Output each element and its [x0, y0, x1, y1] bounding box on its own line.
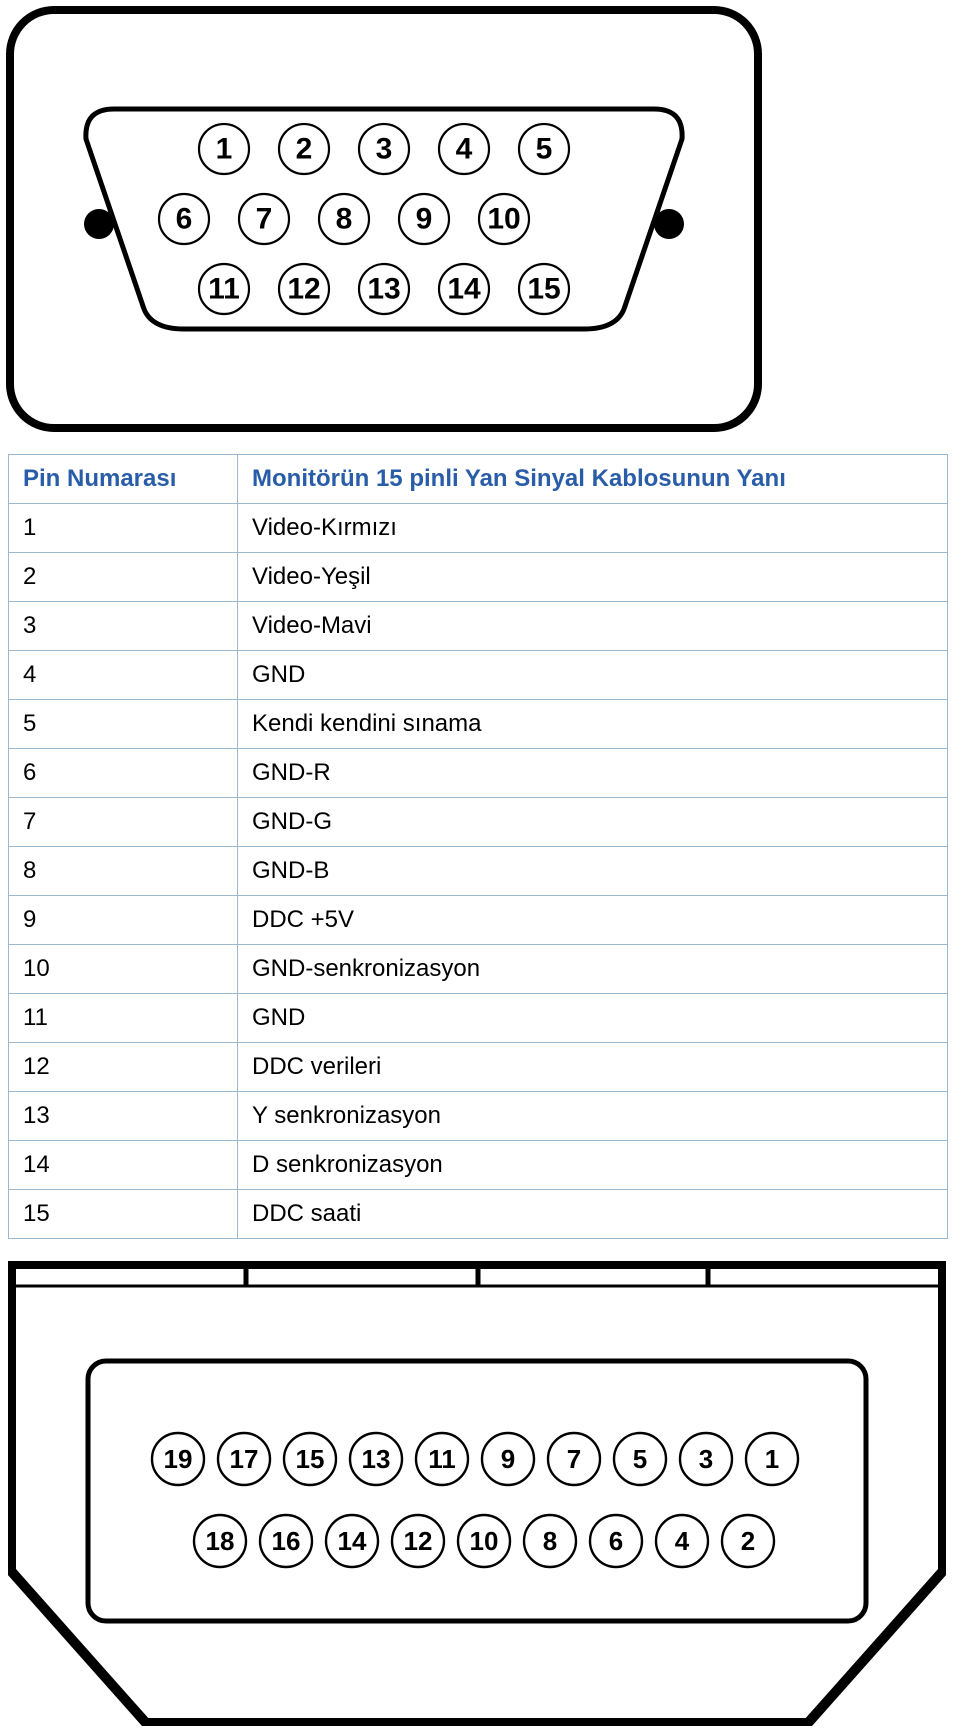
vga-pin-label-6: 6	[176, 203, 193, 236]
vga-pin-label-7: 7	[256, 203, 273, 236]
pin-desc-cell: D senkronizasyon	[238, 1141, 948, 1190]
hdmi-pin-label-5: 5	[633, 1444, 647, 1474]
table-row: 11GND	[9, 994, 948, 1043]
pin-number-cell: 4	[9, 651, 238, 700]
hdmi-pin-label-1: 1	[765, 1444, 779, 1474]
vga-connector-diagram: 123456789101112131415	[6, 6, 762, 432]
pin-desc-cell: GND-senkronizasyon	[238, 945, 948, 994]
pin-desc-cell: Y senkronizasyon	[238, 1092, 948, 1141]
table-row: 5Kendi kendini sınama	[9, 700, 948, 749]
pin-number-cell: 15	[9, 1190, 238, 1239]
pin-desc-cell: GND-G	[238, 798, 948, 847]
vga-pin-label-10: 10	[487, 203, 520, 236]
vga-pin-label-4: 4	[456, 133, 473, 166]
hdmi-pin-label-4: 4	[675, 1526, 690, 1556]
hdmi-pin-label-17: 17	[230, 1444, 259, 1474]
hdmi-pin-label-8: 8	[543, 1526, 557, 1556]
table-row: 9DDC +5V	[9, 896, 948, 945]
table-row: 15DDC saati	[9, 1190, 948, 1239]
vga-pin-label-1: 1	[216, 133, 233, 166]
table-header-pin-number: Pin Numarası	[9, 455, 238, 504]
hdmi-pin-label-16: 16	[272, 1526, 301, 1556]
pin-number-cell: 10	[9, 945, 238, 994]
pin-desc-cell: GND-R	[238, 749, 948, 798]
pin-number-cell: 2	[9, 553, 238, 602]
pin-desc-cell: DDC +5V	[238, 896, 948, 945]
vga-pin-label-8: 8	[336, 203, 353, 236]
pin-number-cell: 9	[9, 896, 238, 945]
hdmi-pin-label-9: 9	[501, 1444, 515, 1474]
table-row: 1Video-Kırmızı	[9, 504, 948, 553]
vga-screw-right	[654, 209, 684, 239]
vga-pin-label-12: 12	[287, 273, 320, 306]
pin-number-cell: 6	[9, 749, 238, 798]
vga-pin-label-14: 14	[447, 273, 481, 306]
pin-assignment-table: Pin Numarası Monitörün 15 pinli Yan Siny…	[8, 454, 948, 1239]
table-header-description: Monitörün 15 pinli Yan Sinyal Kablosunun…	[238, 455, 948, 504]
table-row: 4GND	[9, 651, 948, 700]
vga-pin-label-5: 5	[536, 133, 553, 166]
hdmi-pin-label-13: 13	[362, 1444, 391, 1474]
pin-desc-cell: GND-B	[238, 847, 948, 896]
pin-number-cell: 8	[9, 847, 238, 896]
hdmi-pin-label-12: 12	[404, 1526, 433, 1556]
pin-desc-cell: Kendi kendini sınama	[238, 700, 948, 749]
hdmi-svg: 19 17 15 13 11 9 7 5 3 1 18 16 14 12 10 8 6 4 2	[8, 1261, 946, 1726]
pin-number-cell: 3	[9, 602, 238, 651]
table-row: 13Y senkronizasyon	[9, 1092, 948, 1141]
table-row: 8GND-B	[9, 847, 948, 896]
table-row: 3Video-Mavi	[9, 602, 948, 651]
vga-screw-left	[84, 209, 114, 239]
hdmi-pin-label-18: 18	[206, 1526, 235, 1556]
table-row: 12DDC verileri	[9, 1043, 948, 1092]
hdmi-pin-label-2: 2	[741, 1526, 755, 1556]
hdmi-pin-label-6: 6	[609, 1526, 623, 1556]
pin-desc-cell: Video-Yeşil	[238, 553, 948, 602]
hdmi-pin-label-11: 11	[428, 1444, 456, 1474]
hdmi-pin-label-14: 14	[338, 1526, 367, 1556]
pin-desc-cell: Video-Kırmızı	[238, 504, 948, 553]
vga-pin-label-13: 13	[367, 273, 400, 306]
hdmi-pin-label-3: 3	[699, 1444, 713, 1474]
vga-pin-label-15: 15	[527, 273, 560, 306]
pin-number-cell: 1	[9, 504, 238, 553]
hdmi-pin-label-19: 19	[164, 1444, 193, 1474]
pin-desc-cell: GND	[238, 994, 948, 1043]
vga-svg: 123456789101112131415	[54, 69, 714, 369]
pin-number-cell: 14	[9, 1141, 238, 1190]
pin-desc-cell: DDC saati	[238, 1190, 948, 1239]
pin-desc-cell: Video-Mavi	[238, 602, 948, 651]
pin-number-cell: 13	[9, 1092, 238, 1141]
table-row: 14D senkronizasyon	[9, 1141, 948, 1190]
pin-number-cell: 5	[9, 700, 238, 749]
table-row: 6GND-R	[9, 749, 948, 798]
hdmi-connector-diagram: 19 17 15 13 11 9 7 5 3 1 18 16 14 12 10 8 6 4 2	[8, 1261, 946, 1726]
table-row: 7GND-G	[9, 798, 948, 847]
vga-pin-label-11: 11	[208, 273, 240, 306]
vga-pin-label-2: 2	[296, 133, 313, 166]
hdmi-pin-label-15: 15	[296, 1444, 325, 1474]
pin-desc-cell: DDC verileri	[238, 1043, 948, 1092]
hdmi-pin-label-7: 7	[567, 1444, 581, 1474]
vga-pin-label-9: 9	[416, 203, 433, 236]
hdmi-inner-shell	[88, 1361, 866, 1621]
pin-number-cell: 7	[9, 798, 238, 847]
pin-number-cell: 11	[9, 994, 238, 1043]
vga-pin-label-3: 3	[376, 133, 393, 166]
pin-desc-cell: GND	[238, 651, 948, 700]
pin-number-cell: 12	[9, 1043, 238, 1092]
hdmi-pin-label-10: 10	[470, 1526, 499, 1556]
table-row: 2Video-Yeşil	[9, 553, 948, 602]
table-row: 10GND-senkronizasyon	[9, 945, 948, 994]
